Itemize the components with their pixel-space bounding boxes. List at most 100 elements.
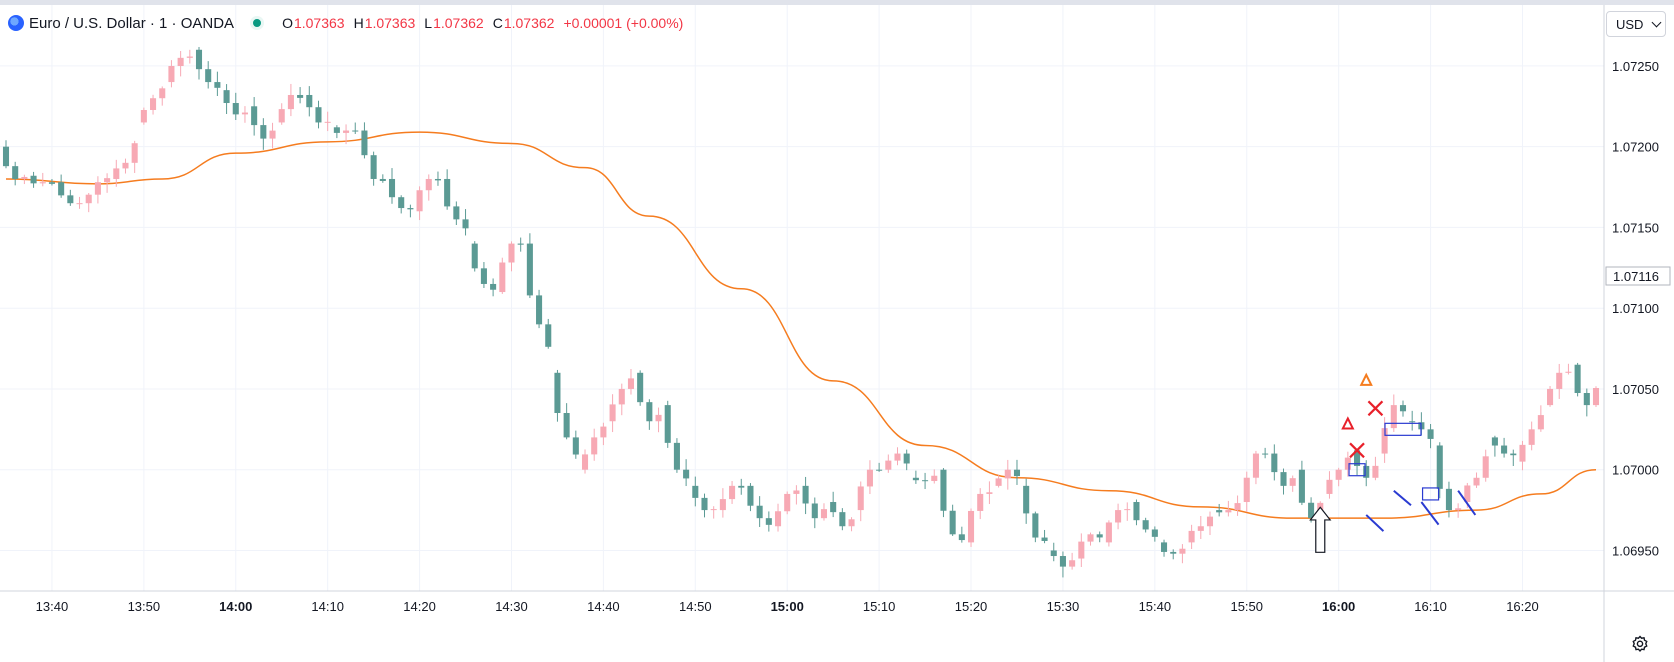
candle-body <box>269 130 276 139</box>
candle-body <box>1280 472 1287 486</box>
candle-body <box>903 453 910 464</box>
triangle-marker <box>1341 416 1355 430</box>
candle-body <box>848 519 855 527</box>
candle-body <box>1445 488 1452 511</box>
candle-body <box>977 493 984 511</box>
time-tick-label: 15:40 <box>1139 599 1172 614</box>
box-marker <box>1348 463 1366 477</box>
candle-body <box>425 178 432 191</box>
x-marker-stroke <box>1367 400 1384 417</box>
candle-body <box>545 324 552 347</box>
time-tick-label: 16:20 <box>1506 599 1539 614</box>
candle-body <box>490 283 497 290</box>
candle-body <box>1565 371 1572 373</box>
candle-body <box>1399 405 1407 412</box>
candle-body <box>1583 393 1590 406</box>
candle-body <box>967 510 975 543</box>
candle-body <box>1482 456 1489 478</box>
candle-body <box>1243 477 1250 503</box>
candle-body <box>1115 510 1122 523</box>
open-value: 1.07363 <box>293 15 345 31</box>
candle-body <box>912 477 919 481</box>
candle-body <box>701 497 708 511</box>
candle-body <box>1013 469 1021 477</box>
low-value: 1.07362 <box>433 15 484 31</box>
candle-body <box>958 534 965 541</box>
candle-body <box>278 109 285 123</box>
candle-body <box>398 197 405 209</box>
candle-body <box>140 109 147 123</box>
candle-body <box>186 56 193 58</box>
candle-body <box>1464 485 1471 503</box>
candle-body <box>664 405 671 443</box>
candle-body <box>581 454 589 470</box>
high-label: H <box>353 15 364 31</box>
candle-body <box>306 94 313 108</box>
candle-body <box>1225 510 1232 513</box>
candle-body <box>738 485 745 488</box>
candle-body <box>1556 372 1563 389</box>
candle-body <box>104 178 111 183</box>
candle-body <box>361 130 368 156</box>
last-price-tag: 1.07116 <box>1605 266 1671 286</box>
candle-body <box>820 509 828 519</box>
close-value: 1.07362 <box>503 15 555 31</box>
candle-body <box>1528 429 1535 445</box>
price-chart[interactable]: 1.07250 1.07200 1.07150 1.07100 1.07050 1.070… <box>0 5 1674 662</box>
candle-body <box>1501 445 1508 454</box>
candle-body <box>1510 453 1517 456</box>
price-tick-label: 1.07050 <box>1612 382 1659 397</box>
candle-body <box>1197 526 1204 531</box>
candle-body <box>159 88 166 99</box>
candle-body <box>241 112 248 115</box>
drawing-annotations <box>1309 372 1477 553</box>
candle-body <box>1262 453 1269 455</box>
candle-body <box>12 166 19 179</box>
time-tick-label: 14:50 <box>679 599 712 614</box>
last-price-label: 1.07116 <box>1613 269 1659 284</box>
candle-body <box>168 66 175 83</box>
candle-body <box>434 178 441 181</box>
candle-body <box>673 442 680 470</box>
candle-body <box>122 162 129 169</box>
candle-body <box>1179 548 1186 554</box>
price-axis[interactable]: 1.07250 1.07200 1.07150 1.07100 1.07050 1.070… <box>1612 59 1659 559</box>
time-tick-label: 13:40 <box>36 599 69 614</box>
candle-body <box>1519 444 1526 462</box>
candle-body <box>729 485 736 500</box>
gear-icon[interactable] <box>1630 634 1650 654</box>
candle-body <box>352 130 359 132</box>
slash-line <box>1393 489 1412 507</box>
candle-body <box>388 178 396 198</box>
time-axis[interactable]: 13:40 13:50 14:00 14:10 14:20 14:30 14:40 14:50… <box>36 599 1539 614</box>
candle-body <box>1271 453 1278 473</box>
up-arrow-marker <box>1309 506 1332 553</box>
candle-body <box>150 98 157 110</box>
time-tick-label: 15:30 <box>1047 599 1080 614</box>
candle-body <box>756 505 763 519</box>
market-status-dot-icon[interactable] <box>250 16 265 30</box>
candle-body <box>646 402 653 422</box>
candle-body <box>315 107 322 123</box>
candle-body <box>719 499 726 511</box>
triangle-marker <box>1359 372 1373 386</box>
candle-body <box>462 219 469 229</box>
currency-selector[interactable]: USD <box>1606 11 1666 37</box>
candle-body <box>1252 453 1259 478</box>
candle-body <box>931 475 938 482</box>
close-label: C <box>492 15 503 31</box>
candle-body <box>986 492 993 494</box>
candle-body <box>1372 465 1379 478</box>
time-tick-label: 15:10 <box>863 599 896 614</box>
candle-body <box>1105 522 1112 543</box>
candle-body <box>1289 478 1296 486</box>
candle-body <box>1344 457 1351 470</box>
candle-body <box>802 485 809 504</box>
candle-body <box>1547 388 1554 406</box>
last-price-tag-box <box>1605 266 1671 286</box>
candle-body <box>287 94 294 110</box>
candle-body <box>1032 513 1039 538</box>
symbol-title[interactable]: Euro / U.S. Dollar · 1 · OANDA <box>29 14 235 32</box>
candle-body <box>563 412 570 438</box>
candle-body <box>811 503 818 519</box>
